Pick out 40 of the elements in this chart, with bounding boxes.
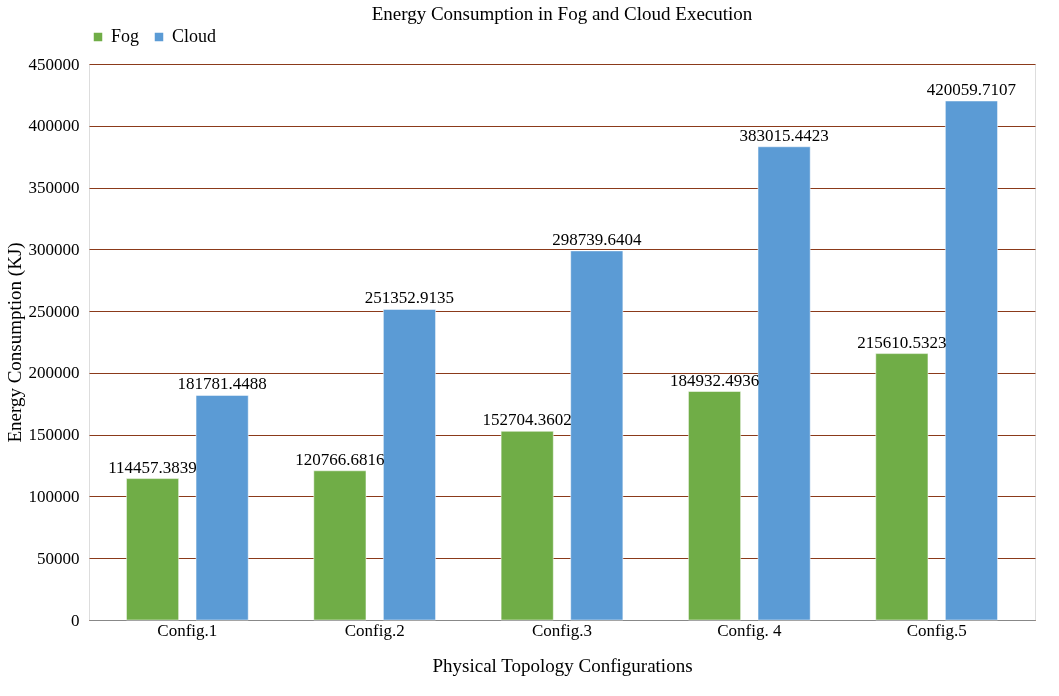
y-tick-label: 450000 (28, 54, 80, 74)
data-label: 251352.9135 (364, 288, 455, 308)
bar (945, 100, 998, 621)
x-tick-label: Config.2 (344, 620, 405, 640)
bar (688, 391, 741, 621)
y-tick-label: 400000 (28, 116, 80, 136)
data-label: 152704.3602 (482, 410, 572, 430)
y-tick-label: 100000 (28, 486, 80, 506)
data-label: 298739.6404 (552, 229, 642, 249)
bar (383, 309, 436, 621)
bar (126, 478, 179, 621)
data-label: 120766.6816 (295, 449, 385, 469)
y-tick-label: 350000 (28, 178, 80, 198)
legend-label: Cloud (172, 26, 217, 46)
data-label: 181781.4488 (177, 374, 267, 394)
y-tick-label: 50000 (37, 548, 80, 568)
data-label: 114457.3839 (108, 457, 197, 477)
data-label: 215610.5323 (857, 332, 947, 352)
bar (195, 395, 249, 621)
data-label: 383015.4423 (739, 125, 829, 145)
y-tick-label: 250000 (28, 301, 80, 321)
bar (875, 353, 929, 621)
chart-title: Energy Consumption in Fog and Cloud Execution (371, 3, 753, 24)
data-label: 184932.4936 (669, 370, 760, 390)
bar (570, 250, 624, 621)
y-tick-label: 0 (71, 610, 80, 630)
x-tick-label: Config.1 (157, 620, 218, 640)
bar (500, 431, 554, 621)
y-tick-label: 150000 (28, 425, 80, 445)
x-tick-label: Config. 4 (717, 620, 782, 640)
bar (313, 470, 367, 621)
legend-label: Fog (111, 26, 140, 46)
y-axis-title: Energy Consumption (KJ) (3, 242, 26, 443)
y-tick-label: 300000 (28, 239, 80, 259)
y-tick-label: 200000 (28, 363, 80, 383)
x-axis-title: Physical Topology Configurations (432, 654, 693, 676)
x-tick-label: Config.3 (532, 620, 592, 640)
bar (757, 146, 811, 621)
x-tick-label: Config.5 (906, 620, 967, 640)
data-label: 420059.7107 (926, 79, 1017, 99)
